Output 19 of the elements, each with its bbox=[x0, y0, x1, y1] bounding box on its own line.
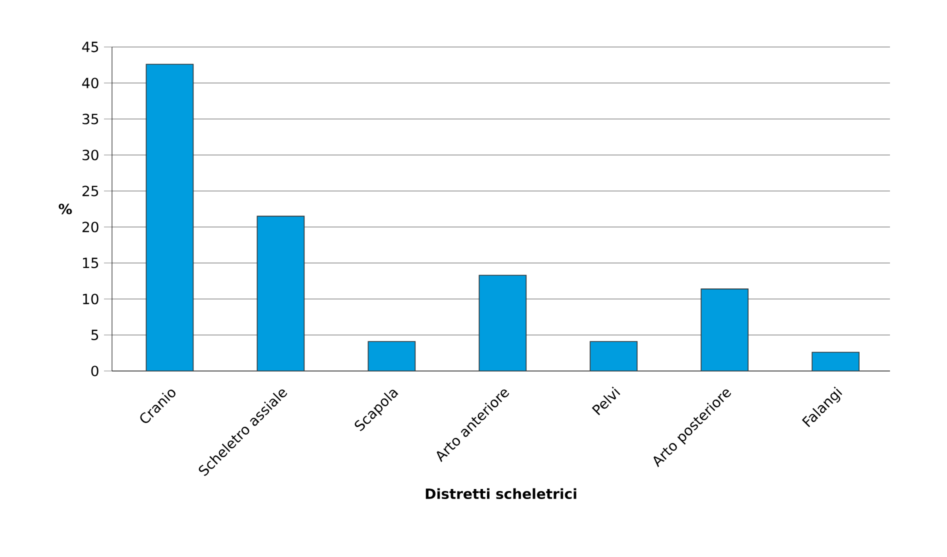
y-tick-label: 20 bbox=[82, 222, 98, 232]
bar bbox=[256, 216, 305, 371]
y-tick-label: 0 bbox=[91, 366, 98, 376]
bar bbox=[146, 64, 194, 371]
y-tick-label: 10 bbox=[83, 294, 98, 304]
bar bbox=[478, 274, 527, 371]
bar bbox=[368, 341, 416, 371]
y-tick-label: 35 bbox=[82, 114, 98, 124]
y-axis-title: % bbox=[58, 204, 72, 214]
y-tick-label: 5 bbox=[91, 330, 98, 340]
y-tick-label: 15 bbox=[83, 258, 98, 268]
y-tick-label: 45 bbox=[82, 42, 98, 52]
x-axis-title: Distretti scheletrici bbox=[426, 488, 576, 500]
bar bbox=[700, 288, 749, 371]
y-tick-label: 30 bbox=[82, 150, 98, 160]
bar bbox=[590, 341, 638, 371]
y-tick-label: 40 bbox=[82, 78, 98, 88]
y-tick-label: 25 bbox=[82, 186, 98, 196]
bar bbox=[812, 352, 860, 371]
